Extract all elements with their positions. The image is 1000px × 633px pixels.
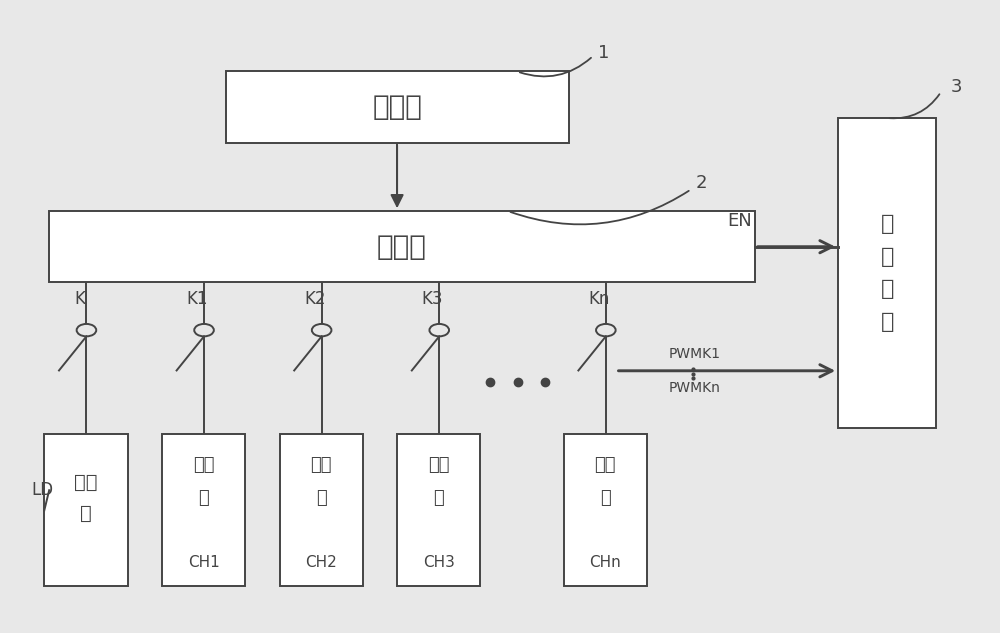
Text: CH2: CH2 — [305, 555, 337, 570]
Text: 灯珠: 灯珠 — [193, 456, 214, 473]
Text: CH3: CH3 — [423, 555, 455, 570]
Text: 2: 2 — [696, 174, 708, 192]
Bar — [838, 118, 936, 428]
Text: 1: 1 — [598, 44, 609, 62]
Text: LD: LD — [32, 481, 54, 499]
Text: Kn: Kn — [588, 291, 610, 308]
Text: 串: 串 — [433, 489, 444, 507]
Bar — [397, 434, 480, 586]
Text: PWMK1: PWMK1 — [669, 347, 721, 361]
Text: 总电源: 总电源 — [372, 93, 422, 121]
Bar — [280, 434, 363, 586]
Text: 恒流源: 恒流源 — [377, 233, 427, 261]
Text: CH1: CH1 — [188, 555, 219, 570]
Text: 控
制
模
块: 控 制 模 块 — [880, 214, 894, 332]
Text: K2: K2 — [304, 291, 326, 308]
Text: 串: 串 — [198, 489, 209, 507]
Text: CHn: CHn — [589, 555, 621, 570]
Bar — [162, 434, 245, 586]
Text: 灯珠: 灯珠 — [595, 456, 616, 473]
Text: 载: 载 — [80, 504, 92, 523]
Text: K1: K1 — [186, 291, 208, 308]
Text: K: K — [74, 291, 85, 308]
Text: 灯珠: 灯珠 — [310, 456, 332, 473]
Text: 灯珠: 灯珠 — [428, 456, 450, 473]
Text: EN: EN — [728, 211, 752, 230]
Text: K3: K3 — [422, 291, 443, 308]
Text: 串: 串 — [600, 489, 611, 507]
Bar — [564, 434, 647, 586]
Text: 串: 串 — [316, 489, 327, 507]
Text: PWMKn: PWMKn — [669, 381, 720, 395]
Bar — [44, 434, 128, 586]
Text: 3: 3 — [951, 78, 962, 96]
Bar — [226, 72, 569, 143]
Text: 假负: 假负 — [74, 473, 98, 492]
Bar — [49, 211, 755, 282]
